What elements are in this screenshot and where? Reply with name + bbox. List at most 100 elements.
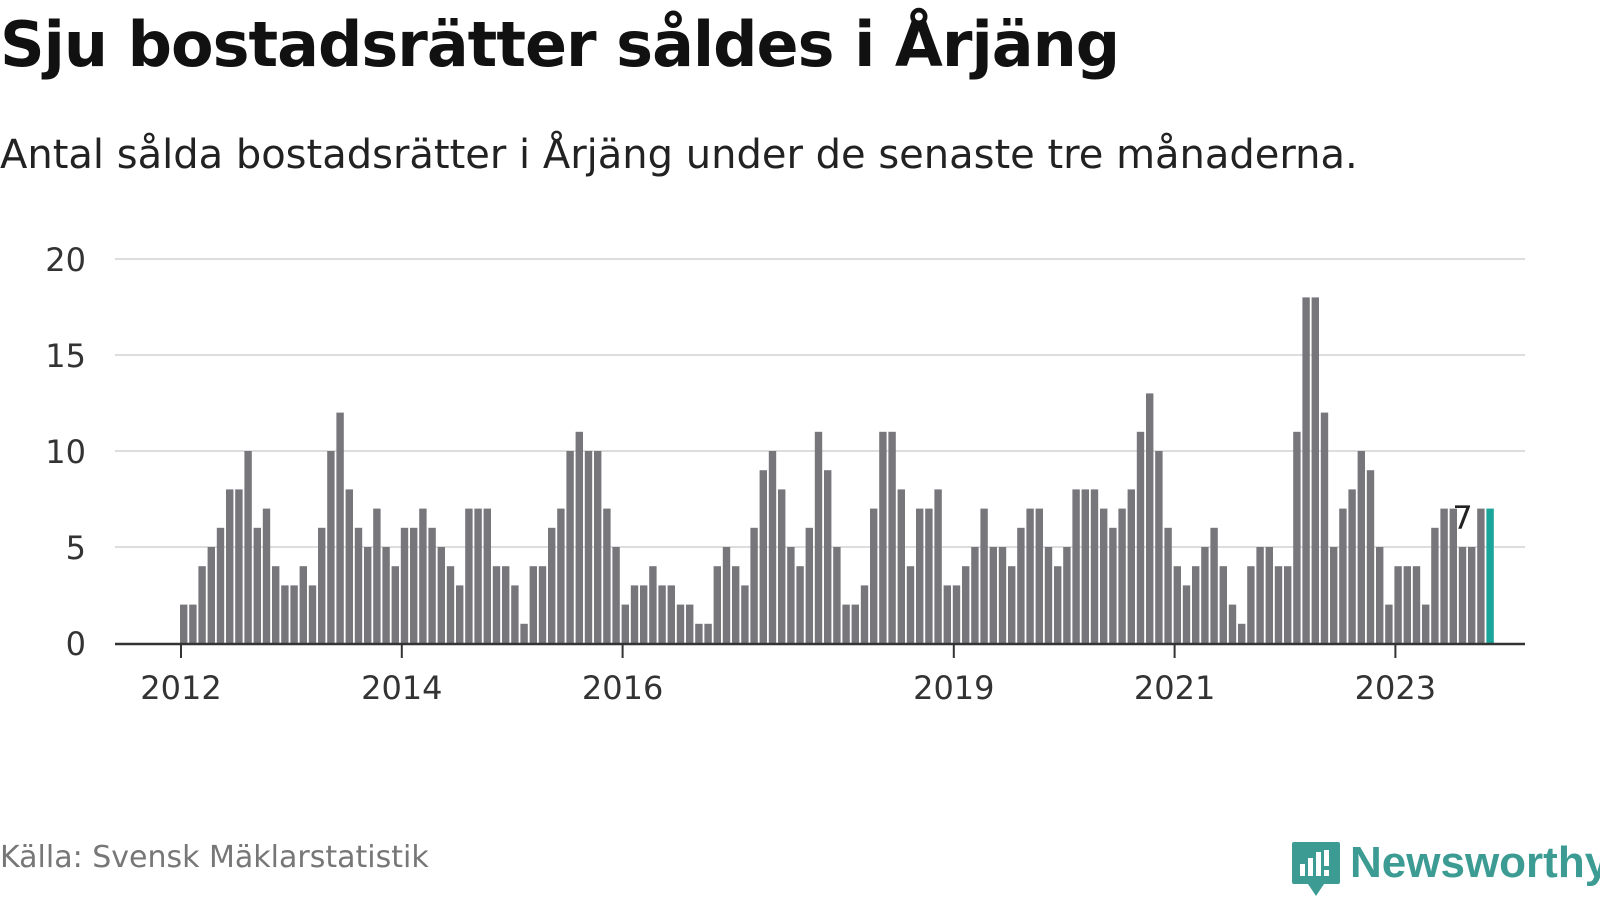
bar [998,547,1007,643]
bar [621,604,629,643]
bar [658,585,666,643]
bar [971,547,979,643]
bar [364,547,372,643]
bar [649,566,657,643]
bar [189,604,197,643]
bar [566,451,574,643]
bar [594,451,602,643]
x-tick-label: 2016 [582,669,663,707]
bar [511,585,519,643]
bar [281,585,289,643]
bar [640,585,648,643]
x-tick-label: 2019 [913,669,994,707]
bar [1109,527,1117,643]
bar [989,547,997,643]
bar [787,547,795,643]
bar [1403,566,1411,643]
y-tick-label: 5 [66,529,86,567]
bar [888,431,896,643]
bar [1366,470,1375,643]
bar [778,489,786,643]
bar [226,489,234,643]
bar [1219,566,1227,643]
bar [538,566,547,643]
bar [713,566,721,643]
bar [630,585,639,643]
bar [345,489,353,643]
bar [373,508,381,643]
bar [1192,566,1200,643]
bar [962,566,970,643]
bar [768,451,777,643]
bar [667,585,675,643]
bar [308,585,317,643]
y-tick-label: 0 [66,625,86,663]
bar [207,547,215,643]
y-tick-label: 20 [45,241,86,279]
bar [474,508,482,643]
bar [916,508,924,643]
bar [492,566,501,643]
source-note: Källa: Svensk Mäklarstatistik [0,840,429,875]
bar-chart: 0 5 10 15 20 2012 2014 2016 2019 2021 2023 7 [45,241,1525,707]
bar [299,566,307,643]
bar [1182,585,1191,643]
bar [934,489,942,643]
bar [851,604,859,643]
bar [759,470,767,643]
bar [272,566,280,643]
bar [1136,431,1145,643]
bar [548,527,556,643]
bar [1238,623,1246,643]
bar [603,508,611,643]
bar [180,604,188,643]
bar [897,489,905,643]
bar [446,566,455,643]
bar [1017,527,1025,643]
bar [676,604,685,643]
bar [410,527,418,643]
bar [1118,508,1126,643]
bar [253,527,261,643]
bar [400,527,409,643]
bar [198,566,206,643]
bar [391,566,399,643]
bar [336,412,344,643]
bar [741,585,749,643]
bar [870,508,878,643]
bar [1054,566,1062,643]
bar [1026,508,1034,643]
bar [1173,566,1181,643]
chart-subtitle: Antal sålda bostadsrätter i Årjäng under… [0,132,1358,178]
bar [483,508,491,643]
x-tick-label: 2021 [1134,669,1215,707]
bar [419,508,427,643]
bar [502,566,510,643]
bar [244,451,252,643]
bar [318,527,326,643]
bar [428,527,436,643]
y-tick-label: 15 [45,337,86,375]
bar [1072,489,1080,643]
bar [1146,393,1154,643]
bar [805,527,813,643]
bar [980,508,988,643]
bar [1394,566,1402,643]
data-label: 7 [1452,499,1472,537]
bar [814,431,823,643]
newsworthy-logo-icon [1292,842,1340,896]
bar [262,508,271,643]
bar [1265,547,1273,643]
bar [686,604,694,643]
newsworthy-logo-text: Newsworthy [1350,838,1600,887]
bar [1376,547,1384,643]
x-tick-label: 2012 [140,669,221,707]
bar [382,547,390,643]
bar [925,508,933,643]
newsworthy-logo: Newsworthy [1290,838,1600,900]
bar [1228,604,1237,643]
bar [1164,527,1172,643]
bar [327,451,335,643]
bar [1100,508,1108,643]
bar [1311,297,1319,643]
